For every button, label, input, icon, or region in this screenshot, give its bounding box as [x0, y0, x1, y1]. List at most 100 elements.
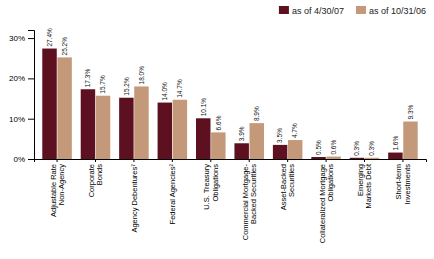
bar	[134, 86, 148, 159]
y-tick: 30%	[9, 34, 34, 43]
data-label: 14.0%	[161, 82, 168, 101]
bar	[388, 153, 402, 159]
x-tick-label: Agency Debentures⁷	[130, 164, 139, 233]
data-label: 0.6%	[330, 140, 337, 155]
data-label: 4.7%	[291, 123, 298, 138]
x-tick-label-line: Backed Securities	[249, 164, 258, 224]
data-label: 10.1%	[200, 98, 207, 117]
legend-item: as of 10/31/06	[356, 6, 426, 16]
data-label: 14.7%	[176, 79, 183, 98]
data-label: 9.3%	[407, 104, 414, 119]
x-tick-label: Commercial Mortgage-Backed Securities	[241, 164, 258, 241]
data-label: 8.9%	[253, 106, 260, 121]
x-tick-label: Short-termInvestments	[394, 164, 411, 205]
bar	[96, 96, 110, 159]
bar	[119, 98, 133, 159]
y-axis-line	[28, 31, 35, 160]
data-label: 0.3%	[368, 141, 375, 156]
data-label: 15.7%	[99, 75, 106, 94]
bar-series	[42, 49, 402, 159]
x-tick-mark	[133, 159, 134, 162]
bars	[42, 49, 417, 159]
x-tick-label: U.S. TreasuryObligations	[202, 164, 219, 210]
data-label: 25.2%	[61, 37, 68, 56]
x-tick-label: Asset-BackedSecurities	[279, 164, 296, 211]
x-tick: Adjustable RateNon-Agency	[49, 159, 66, 217]
legend-swatch	[356, 6, 366, 14]
bar	[196, 118, 210, 159]
x-tick-label: Adjustable RateNon-Agency	[49, 164, 66, 217]
bar	[273, 145, 287, 159]
data-label: 0.3%	[353, 141, 360, 156]
x-tick-label-line: Markets Debt	[364, 163, 373, 209]
y-tick: 10%	[9, 115, 34, 124]
y-axis: 0% 10% 20% 30%	[9, 31, 35, 165]
x-tick-label-line: Obligations	[326, 164, 335, 202]
bar	[57, 57, 71, 159]
bar	[311, 157, 325, 159]
y-tick: 20%	[9, 74, 34, 83]
x-tick-label: EmergingMarkets Debt	[356, 163, 373, 209]
chart-container: 0% 10% 20% 30% Adjustable RateNon-Agency Corp…	[0, 0, 434, 259]
data-label: 27.4%	[46, 28, 53, 47]
x-tick-mark	[57, 159, 58, 162]
x-tick-mark	[326, 159, 327, 162]
legend-label: as of 10/31/06	[369, 6, 426, 16]
legend-item: as of 4/30/07	[279, 6, 344, 16]
x-tick-label-line: Obligations	[211, 164, 220, 202]
x-tick: EmergingMarkets Debt	[356, 159, 373, 209]
data-label: 3.5%	[276, 128, 283, 143]
y-tick-label: 10%	[9, 115, 25, 124]
y-tick: 0%	[13, 155, 34, 164]
x-tick-label-line: Investments	[403, 164, 412, 205]
y-tick-label: 20%	[9, 74, 25, 83]
bar	[326, 157, 340, 159]
x-tick-mark	[364, 159, 365, 162]
data-label: 1.6%	[392, 136, 399, 151]
x-tick-mark	[210, 159, 211, 162]
plot-area: 0% 10% 20% 30% Adjustable RateNon-Agency Corp…	[9, 28, 427, 243]
data-label: 15.2%	[123, 77, 130, 96]
x-tick-label-line: Securities	[287, 164, 296, 197]
legend-swatch	[279, 6, 289, 14]
x-tick: CorporateBonds	[87, 159, 104, 197]
x-tick: Commercial Mortgage-Backed Securities	[241, 159, 258, 240]
x-tick-mark	[402, 159, 403, 162]
data-label: 18.0%	[138, 66, 145, 85]
y-tick-mark	[28, 78, 34, 79]
data-label: 6.6%	[215, 115, 222, 130]
bar-series	[57, 57, 417, 159]
y-tick-label: 0%	[13, 155, 25, 164]
legend: as of 4/30/07 as of 10/31/06	[279, 6, 426, 16]
data-label: 17.3%	[84, 69, 91, 88]
y-tick-mark	[28, 159, 34, 160]
x-tick: Agency Debentures⁷	[130, 159, 139, 233]
bar	[173, 100, 187, 159]
legend-label: as of 4/30/07	[292, 6, 344, 16]
data-labels: 27.4% 17.3% 15.2% 14.0% 10.1% 3.9% 3.5% 0.5% 0.3…	[46, 28, 414, 156]
y-tick-mark	[28, 119, 34, 120]
x-tick: U.S. TreasuryObligations	[202, 159, 219, 210]
x-axis: Adjustable RateNon-Agency CorporateBonds A…	[35, 159, 427, 243]
x-tick-label-line: Non-Agency	[57, 164, 66, 206]
data-label: 3.9%	[238, 126, 245, 141]
x-tick-label: Federal Agencies²	[168, 164, 177, 225]
x-tick-label-line: Federal Agencies²	[168, 164, 177, 225]
x-tick-label: CorporateBonds	[87, 164, 104, 198]
x-tick: Collateralized MortgageObligations	[318, 159, 335, 243]
x-tick-mark	[172, 159, 173, 162]
x-tick: Asset-BackedSecurities	[279, 159, 296, 210]
bar	[234, 143, 248, 159]
x-tick-mark	[249, 159, 250, 162]
x-tick: Short-termInvestments	[394, 159, 411, 204]
bar	[42, 49, 56, 159]
chart-svg: 0% 10% 20% 30% Adjustable RateNon-Agency Corp…	[0, 0, 434, 259]
bar	[365, 158, 379, 159]
y-tick-mark	[28, 38, 34, 39]
data-label: 0.5%	[315, 140, 322, 155]
bar	[250, 123, 264, 159]
x-tick-label: Collateralized MortgageObligations	[318, 164, 335, 243]
bar	[158, 103, 172, 159]
bar	[350, 158, 364, 159]
bar	[288, 140, 302, 159]
